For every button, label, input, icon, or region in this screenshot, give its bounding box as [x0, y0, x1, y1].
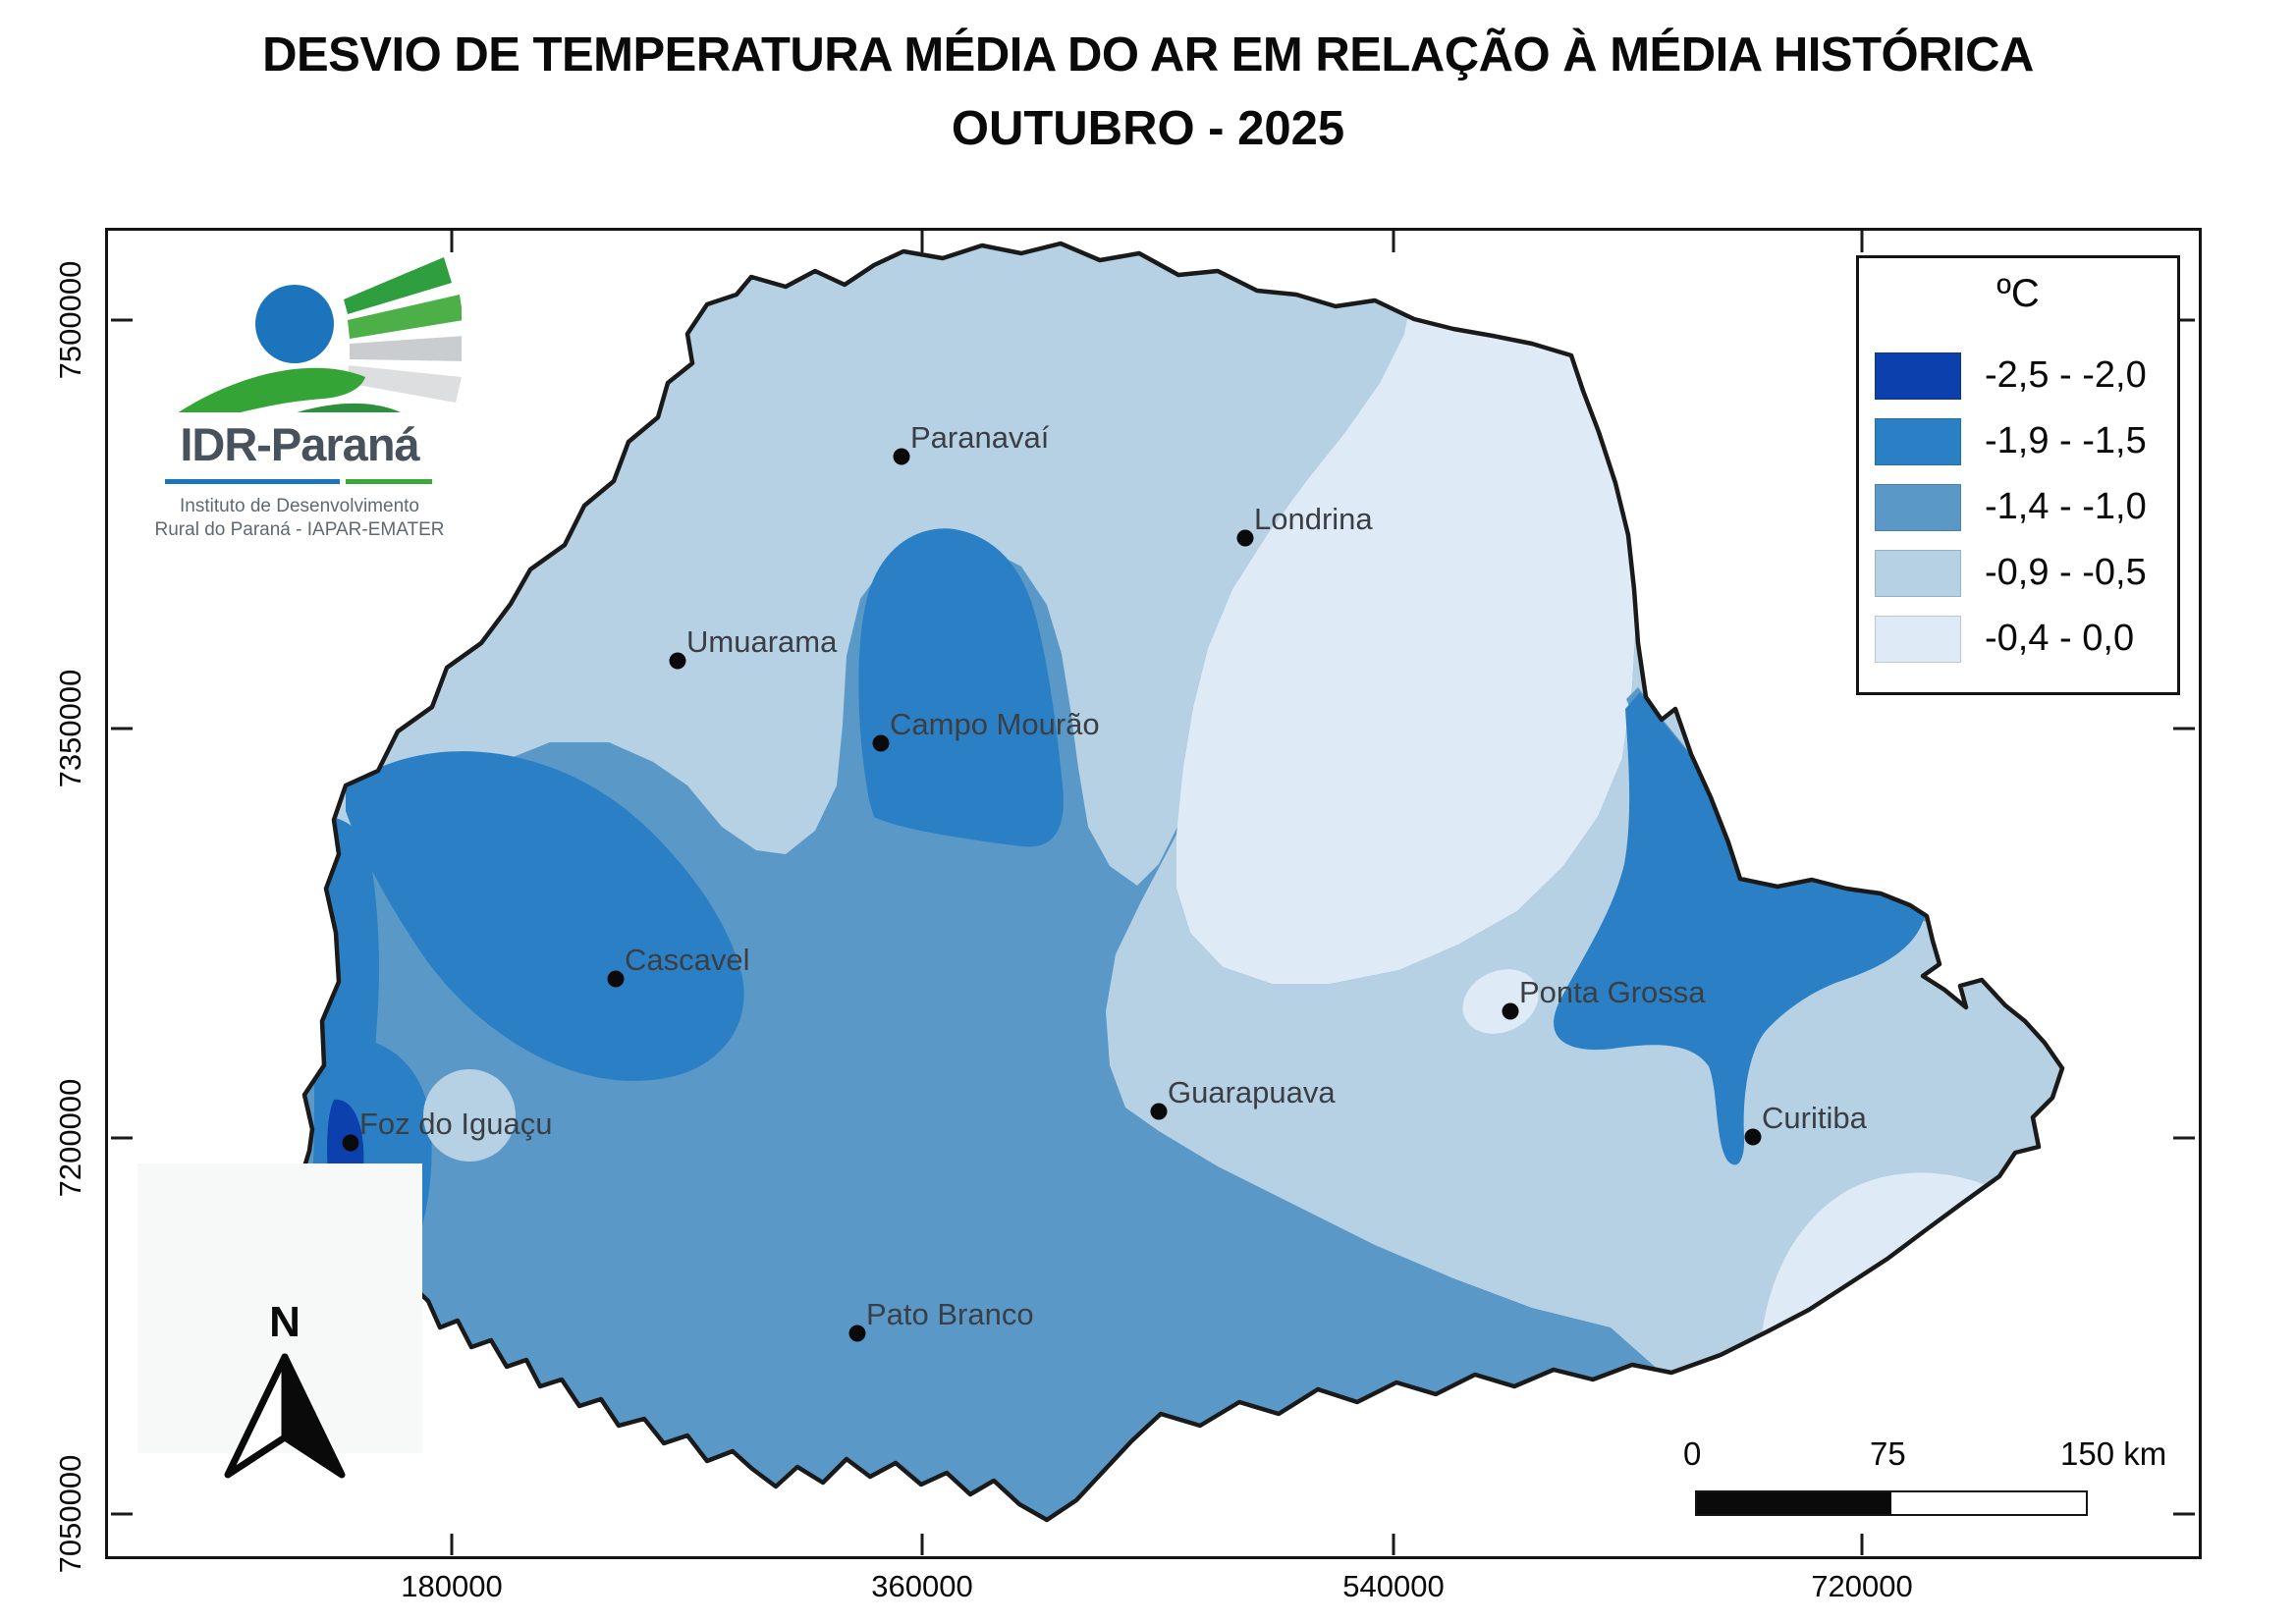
zone-west-medium: [346, 751, 744, 1081]
y-axis-tick-label: 7350000: [53, 669, 87, 788]
legend-swatch: [1875, 484, 1961, 531]
logo-graphic: [145, 257, 465, 483]
y-axis-tick-label: 7050000: [53, 1454, 87, 1574]
city-dot: [1744, 1128, 1762, 1146]
scale-bar-fill: [1697, 1492, 1891, 1514]
zone-ne-verylight: [1176, 243, 1638, 984]
legend-title: ºC: [1996, 272, 2040, 315]
x-axis-tick-label: 360000: [871, 1569, 973, 1603]
logo-ray-green-1: [344, 257, 452, 314]
legend-range-label: -1,9 - -1,5: [1985, 420, 2147, 461]
city-dot: [607, 970, 625, 988]
north-arrow: N: [206, 1298, 363, 1504]
logo-ray-gray-1: [350, 336, 465, 361]
scale-label-mid: 75: [1870, 1435, 1906, 1472]
city-dot: [1236, 529, 1254, 547]
logo-ray-gray-2: [347, 365, 462, 403]
city-label: Pato Branco: [866, 1297, 1034, 1331]
x-axis-tick-label: 180000: [401, 1569, 503, 1603]
y-axis-tick-label: 7200000: [53, 1078, 87, 1198]
city-label: Foz do Iguaçu: [359, 1107, 553, 1141]
scale-bar-graphic: [1695, 1490, 2088, 1516]
logo-name: IDR-Paraná: [180, 418, 419, 470]
north-label: N: [269, 1298, 301, 1346]
map-frame: [105, 228, 2202, 1559]
zone-foz-light-circle: [423, 1069, 516, 1162]
legend-range-label: -0,9 - -0,5: [1985, 552, 2147, 593]
city-label: Cascavel: [625, 943, 750, 977]
legend-range-label: -1,4 - -1,0: [1985, 486, 2147, 527]
page-subtitle: OUTUBRO - 2025: [951, 102, 1345, 155]
city-label: Campo Mourão: [890, 707, 1100, 741]
legend-range-label: -2,5 - -2,0: [1985, 354, 2147, 396]
city-label: Curitiba: [1762, 1101, 1867, 1135]
city-dot: [1502, 1002, 1519, 1020]
logo-subtitle-line2: Rural do Paraná - IAPAR-EMATER: [154, 519, 445, 540]
scale-bar: 0 75 150 km: [1683, 1435, 2166, 1526]
logo-bar-green: [346, 479, 432, 484]
parana-map: [111, 231, 2195, 1555]
city-label: Londrina: [1254, 502, 1373, 536]
city-dot: [848, 1325, 866, 1342]
scale-label-start: 0: [1683, 1435, 1702, 1472]
city-label: Guarapuava: [1168, 1075, 1336, 1109]
city-dot: [872, 734, 890, 752]
city-label: Paranavaí: [910, 420, 1050, 455]
idr-parana-logo: IDR-Paraná Instituto de Desenvolvimento …: [137, 241, 465, 555]
legend-swatch: [1875, 550, 1961, 597]
x-axis-tick-label: 720000: [1811, 1569, 1913, 1603]
legend: ºC -2,5 - -2,0 -1,9 - -1,5 -1,4 - -1,0 -0,9…: [1856, 255, 2180, 695]
logo-swoosh-1: [145, 367, 365, 444]
city-label: Ponta Grossa: [1519, 975, 1706, 1009]
city-label: Umuarama: [686, 624, 838, 659]
zone-central-medium: [858, 528, 1064, 847]
zone-east-medium: [1554, 692, 1925, 1165]
logo-circle: [255, 285, 334, 363]
logo-bar-blue: [165, 479, 340, 484]
logo-subtitle-line1: Instituto de Desenvolvimento: [180, 496, 419, 516]
legend-swatch: [1875, 616, 1961, 663]
city-dot: [342, 1134, 359, 1152]
x-axis-tick-label: 540000: [1342, 1569, 1445, 1603]
legend-swatch: [1875, 418, 1961, 465]
y-axis-tick-label: 7500000: [53, 260, 87, 380]
legend-swatch: [1875, 352, 1961, 400]
city-dot: [893, 448, 910, 465]
page-title: DESVIO DE TEMPERATURA MÉDIA DO AR EM REL…: [262, 28, 2034, 81]
scale-label-end: 150 km: [2060, 1435, 2167, 1472]
city-dot: [1150, 1103, 1168, 1120]
logo-ray-green-2: [348, 295, 464, 339]
city-dot: [669, 652, 686, 670]
legend-range-label: -0,4 - 0,0: [1985, 618, 2135, 659]
north-arrow-icon: [224, 1353, 346, 1479]
city-markers: [342, 448, 1762, 1342]
zone-pontagrossa-verylight: [1462, 969, 1539, 1034]
